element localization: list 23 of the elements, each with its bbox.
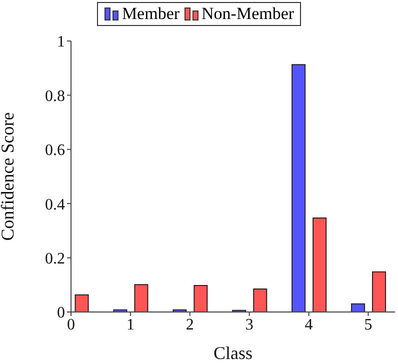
y-tick-label: 0 <box>57 304 65 322</box>
x-axis-title: Class <box>213 343 253 363</box>
bar <box>74 294 89 312</box>
bar <box>312 217 327 312</box>
y-tick-label: 0.4 <box>45 196 65 214</box>
x-tick-label: 5 <box>364 316 372 334</box>
x-tick-label: 2 <box>186 316 194 334</box>
legend-label: Non-Member <box>200 4 294 24</box>
y-tick-label: 0.6 <box>45 142 65 160</box>
x-tick-label: 3 <box>245 316 254 334</box>
x-tick-label: 4 <box>304 316 313 334</box>
x-tick-label: 1 <box>126 316 134 334</box>
bar <box>253 288 268 312</box>
bar <box>351 303 366 312</box>
bar <box>134 284 148 312</box>
y-tick-label: 1 <box>57 34 65 51</box>
legend-label: Member <box>120 4 180 24</box>
bar <box>372 271 386 312</box>
bar <box>292 64 306 312</box>
y-tick-label: 0.8 <box>45 88 65 105</box>
y-tick-label: 0.2 <box>45 250 65 268</box>
bar <box>194 284 208 312</box>
y-axis-title: Confidence Score <box>0 112 18 241</box>
